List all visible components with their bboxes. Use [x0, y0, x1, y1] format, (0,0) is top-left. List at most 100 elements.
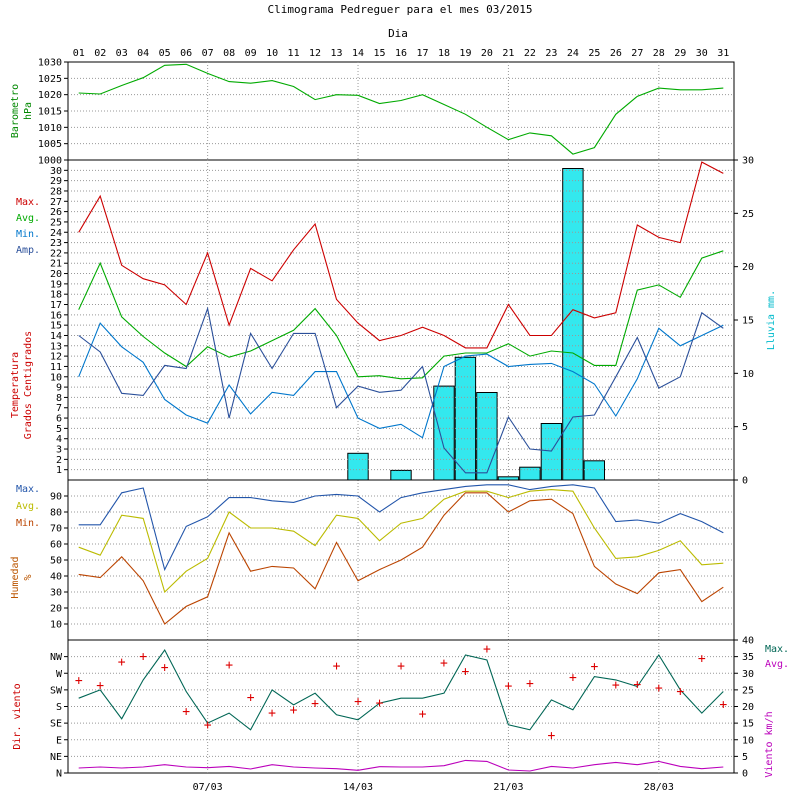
humedad-tick-label: 40 — [50, 572, 62, 583]
wind-direction-marker-24: + — [569, 671, 577, 686]
wind-direction-marker-25: + — [590, 660, 598, 675]
wind-direction-marker-27: + — [633, 677, 641, 692]
wind-direction-marker-23: + — [547, 728, 555, 743]
humedad-line-Max — [78, 484, 724, 572]
viento-speed-tick-label: 30 — [742, 669, 754, 680]
day-label-04: 04 — [137, 48, 149, 59]
temperatura-tick-label: 1 — [56, 465, 62, 476]
wind-direction-marker-07: + — [204, 718, 212, 733]
day-label-14: 14 — [352, 48, 364, 59]
viento-line-Max — [78, 648, 724, 731]
day-label-21: 21 — [502, 48, 514, 59]
day-label-05: 05 — [159, 48, 171, 59]
wind-direction-marker-30: + — [698, 651, 706, 666]
day-label-07: 07 — [202, 48, 214, 59]
viento-line-Avg — [78, 759, 724, 772]
lluvia-tick-label: 0 — [742, 476, 748, 487]
day-label-22: 22 — [524, 48, 536, 59]
day-label-02: 02 — [94, 48, 106, 59]
day-label-06: 06 — [180, 48, 192, 59]
lluvia-tick-label: 25 — [742, 209, 754, 220]
humedad-line-Min — [78, 492, 724, 625]
viento-legend-Max: Max. — [765, 644, 789, 655]
panel-frame-temperatura — [67, 159, 735, 481]
week-label-28/03: 28/03 — [644, 782, 674, 793]
temperatura-tick-label: 6 — [56, 414, 62, 425]
lluvia-tick-label: 20 — [742, 262, 754, 273]
temperatura-tick-label: 22 — [50, 248, 62, 259]
rain-bar-23 — [540, 423, 563, 481]
temperatura-tick-label: 29 — [50, 176, 62, 187]
wind-direction-marker-21: + — [505, 679, 513, 694]
temperatura-ylabel: Temperatura — [10, 352, 21, 418]
rain-bar-22 — [519, 466, 541, 481]
humedad-legend-Min: Min. — [16, 518, 40, 529]
temperatura-tick-label: 8 — [56, 393, 62, 404]
wind-direction-marker-22: + — [526, 677, 534, 692]
day-label-03: 03 — [116, 48, 128, 59]
wind-direction-marker-28: + — [655, 681, 663, 696]
barometro-tick-label: 1010 — [38, 123, 62, 134]
barometro-tick-label: 1030 — [38, 58, 62, 69]
humedad-legend-Avg: Avg. — [16, 501, 40, 512]
temperatura-ylabel: Grados Centigrados — [23, 331, 34, 439]
temperatura-line-Amp — [78, 306, 724, 474]
wind-direction-marker-14: + — [354, 695, 362, 710]
wind-direction-marker-10: + — [268, 706, 276, 721]
day-label-27: 27 — [631, 48, 643, 59]
lluvia-tick-label: 30 — [742, 156, 754, 167]
humedad-ylabel: % — [23, 574, 34, 580]
wind-direction-marker-11: + — [290, 703, 298, 718]
viento-dir-tick-label-S: S — [56, 702, 62, 713]
temperatura-legend-Min: Min. — [16, 229, 40, 240]
viento-speed-tick-label: 35 — [742, 652, 754, 663]
viento-speed-tick-label: 25 — [742, 685, 754, 696]
wind-direction-marker-17: + — [419, 707, 427, 722]
day-label-08: 08 — [223, 48, 235, 59]
humedad-tick-label: 10 — [50, 620, 62, 631]
day-label-25: 25 — [588, 48, 600, 59]
wind-direction-marker-02: + — [96, 678, 104, 693]
humedad-ylabel: Humedad — [10, 556, 21, 598]
day-label-26: 26 — [610, 48, 622, 59]
day-label-10: 10 — [266, 48, 278, 59]
lluvia-ylabel: Lluvia mm. — [766, 290, 777, 350]
temperatura-tick-label: 7 — [56, 403, 62, 414]
humedad-tick-label: 50 — [50, 556, 62, 567]
day-label-24: 24 — [567, 48, 579, 59]
viento-dir-tick-label-N: N — [56, 769, 62, 780]
temperatura-line-Max — [78, 161, 724, 349]
viento-speed-ylabel: Viento km/h — [764, 711, 775, 777]
temperatura-tick-label: 9 — [56, 383, 62, 394]
barometro-tick-label: 1005 — [38, 139, 62, 150]
wind-direction-marker-20: + — [483, 642, 491, 657]
viento-speed-tick-label: 10 — [742, 735, 754, 746]
chart-layer: 01 02 03 04 05 06 07 08 09 10 11 12 13 14 15 16 17 18 19 20… — [10, 48, 789, 793]
temperatura-tick-label: 12 — [50, 352, 62, 363]
wind-direction-marker-01: + — [75, 674, 83, 689]
wind-direction-marker-16: + — [397, 659, 405, 674]
viento-speed-tick-label: 20 — [742, 702, 754, 713]
rain-bar-14 — [347, 452, 369, 481]
day-label-29: 29 — [674, 48, 686, 59]
wind-direction-marker-03: + — [118, 655, 126, 670]
rain-bar-21 — [497, 476, 520, 481]
rain-bar-24 — [562, 168, 584, 481]
viento-speed-tick-label: 0 — [742, 769, 748, 780]
temperatura-tick-label: 10 — [50, 372, 62, 383]
temperatura-legend-Amp: Amp. — [16, 245, 40, 256]
humedad-tick-label: 60 — [50, 540, 62, 551]
x-axis-label: Dia — [388, 27, 408, 40]
temperatura-tick-label: 14 — [50, 331, 62, 342]
day-label-23: 23 — [545, 48, 557, 59]
wind-direction-marker-31: + — [719, 698, 727, 713]
humedad-tick-label: 80 — [50, 508, 62, 519]
temperatura-tick-label: 30 — [50, 166, 62, 177]
temperatura-tick-label: 2 — [56, 455, 62, 466]
temperatura-tick-label: 5 — [56, 424, 62, 435]
barometro-ylabel: Barometro — [10, 84, 21, 138]
temperatura-legend-Avg: Avg. — [16, 213, 40, 224]
viento-speed-tick-label: 40 — [742, 636, 754, 647]
wind-direction-marker-13: + — [333, 659, 341, 674]
viento-dir-tick-label-NW: NW — [50, 652, 63, 663]
